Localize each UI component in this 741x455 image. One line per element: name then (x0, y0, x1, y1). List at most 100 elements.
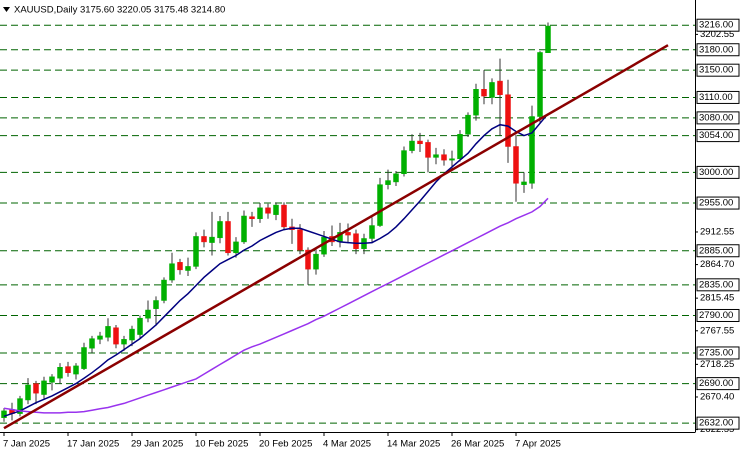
candle-body (129, 328, 135, 341)
candle-body (249, 216, 255, 219)
candle-body (281, 204, 287, 228)
candle-body (425, 142, 431, 158)
x-tick-label: 10 Feb 2025 (195, 439, 248, 450)
candle-body (1, 410, 7, 418)
candle-body (481, 89, 487, 97)
x-tick-label: 14 Mar 2025 (387, 439, 440, 450)
candle-body (401, 150, 407, 175)
candle-body (193, 236, 199, 267)
candle-body (137, 317, 143, 335)
level-label: 2955.00 (699, 198, 733, 209)
candle-body (81, 347, 87, 369)
y-tick-label: 2670.40 (700, 391, 734, 402)
candle-body (17, 398, 23, 414)
candle-body (441, 154, 447, 161)
level-label-box (696, 377, 740, 391)
candle-body (537, 52, 543, 117)
candle-body (153, 300, 159, 309)
candle-body (73, 365, 79, 375)
level-label: 3216.00 (699, 20, 733, 31)
candle-body (393, 173, 399, 183)
moving-average-line (3, 113, 549, 418)
candle-body (313, 253, 319, 270)
level-label-box (696, 278, 740, 292)
x-tick-label: 26 Mar 2025 (451, 439, 504, 450)
level-label-box (696, 129, 740, 143)
candle-body (417, 140, 423, 145)
level-label-box (696, 63, 740, 77)
candle-body (305, 249, 311, 270)
level-label: 3080.00 (699, 112, 733, 123)
candle-body (513, 146, 519, 184)
candle-body (209, 236, 215, 243)
y-tick-label: 2815.45 (700, 293, 734, 304)
candle-body (497, 80, 503, 95)
level-label: 3000.00 (699, 167, 733, 178)
level-label: 2835.00 (699, 279, 733, 290)
candle-body (65, 366, 71, 373)
candle-body (33, 383, 39, 394)
candle-body (353, 233, 359, 249)
level-label: 3110.00 (699, 92, 733, 103)
level-label: 2690.00 (699, 378, 733, 389)
level-label-box (696, 111, 740, 125)
level-label-box (696, 346, 740, 360)
candle-body (177, 262, 183, 271)
candle-body (369, 225, 375, 239)
candle-body (449, 158, 455, 161)
candle-body (297, 229, 303, 251)
candle-body (545, 25, 551, 53)
y-tick-label: 2912.55 (700, 226, 734, 237)
level-label-box (696, 18, 740, 32)
candle-body (217, 221, 223, 239)
candle-body (161, 279, 167, 301)
chart-title: XAUUSD,Daily 3175.60 3220.05 3175.48 321… (14, 5, 225, 16)
candle-body (505, 94, 511, 147)
moving-average-line (3, 197, 549, 414)
level-label: 2735.00 (699, 347, 733, 358)
candle-body (225, 221, 231, 254)
level-label: 2885.00 (699, 245, 733, 256)
level-label-box (696, 244, 740, 258)
candle-body (185, 266, 191, 271)
candle-body (169, 263, 175, 281)
level-label-box (696, 416, 740, 430)
candle-body (377, 184, 383, 226)
level-label-box (696, 43, 740, 57)
candle-body (409, 140, 415, 151)
candle-body (89, 338, 95, 349)
y-tick-label: 3202.55 (700, 29, 734, 40)
candle-body (489, 82, 495, 98)
level-label: 3150.00 (699, 65, 733, 76)
candle-body (145, 309, 151, 319)
level-label-box (696, 196, 740, 210)
candle-body (121, 339, 127, 345)
candle-body (521, 181, 527, 185)
candle-body (257, 207, 263, 219)
candle-body (105, 326, 111, 338)
y-tick-label: 2718.25 (700, 359, 734, 370)
x-tick-label: 29 Jan 2025 (131, 439, 183, 450)
candle-body (233, 241, 239, 254)
candle-body (473, 89, 479, 116)
candle-body (113, 327, 119, 345)
candle-body (529, 116, 535, 184)
plot-area (0, 22, 695, 430)
x-tick-label: 7 Jan 2025 (3, 439, 50, 450)
y-tick-label: 2767.55 (700, 325, 734, 336)
x-tick-label: 7 Apr 2025 (515, 439, 561, 450)
level-label: 3054.00 (699, 130, 733, 141)
level-label: 2632.00 (699, 418, 733, 429)
x-tick-label: 17 Jan 2025 (67, 439, 119, 450)
menu-icon[interactable] (3, 7, 10, 12)
candle-body (25, 384, 31, 401)
candle-body (457, 133, 463, 160)
candle-body (201, 236, 207, 243)
level-label-box (696, 308, 740, 322)
candle-body (57, 367, 63, 379)
candle-body (97, 335, 103, 340)
candle-body (49, 376, 55, 383)
level-label-box (696, 165, 740, 179)
